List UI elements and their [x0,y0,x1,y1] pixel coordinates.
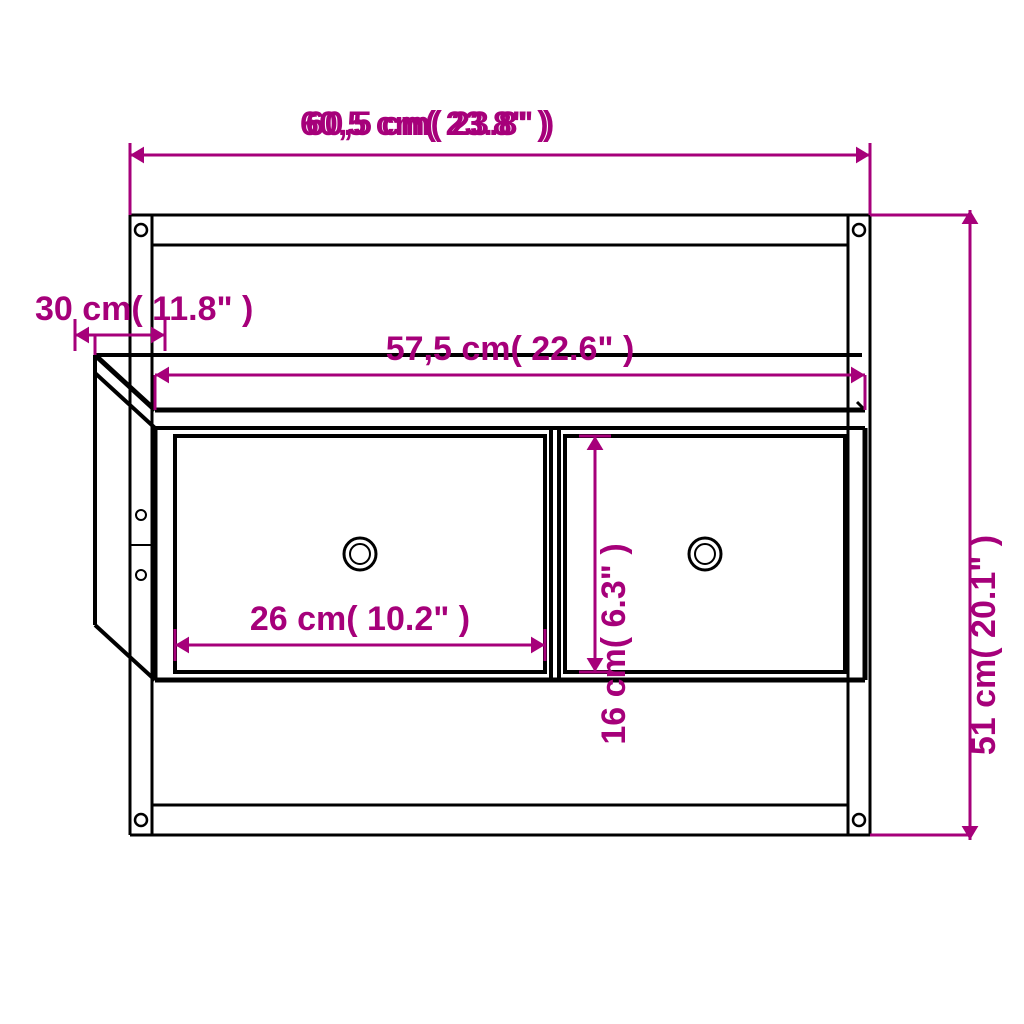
dimension-diagram: 60,5 cm( 23.8" )60,5 cm( 23.8" )30 cm( 1… [0,0,1024,1024]
svg-text:51 cm( 20.1" ): 51 cm( 20.1" ) [965,535,1003,755]
svg-text:57,5 cm( 22.6" ): 57,5 cm( 22.6" ) [386,330,635,368]
svg-text:60,5 cm( 23.8" ): 60,5 cm( 23.8" ) [306,105,555,143]
svg-text:30 cm( 11.8" ): 30 cm( 11.8" ) [35,290,253,328]
svg-text:16 cm( 6.3" ): 16 cm( 6.3" ) [595,543,633,744]
svg-text:26 cm( 10.2" ): 26 cm( 10.2" ) [250,600,470,638]
